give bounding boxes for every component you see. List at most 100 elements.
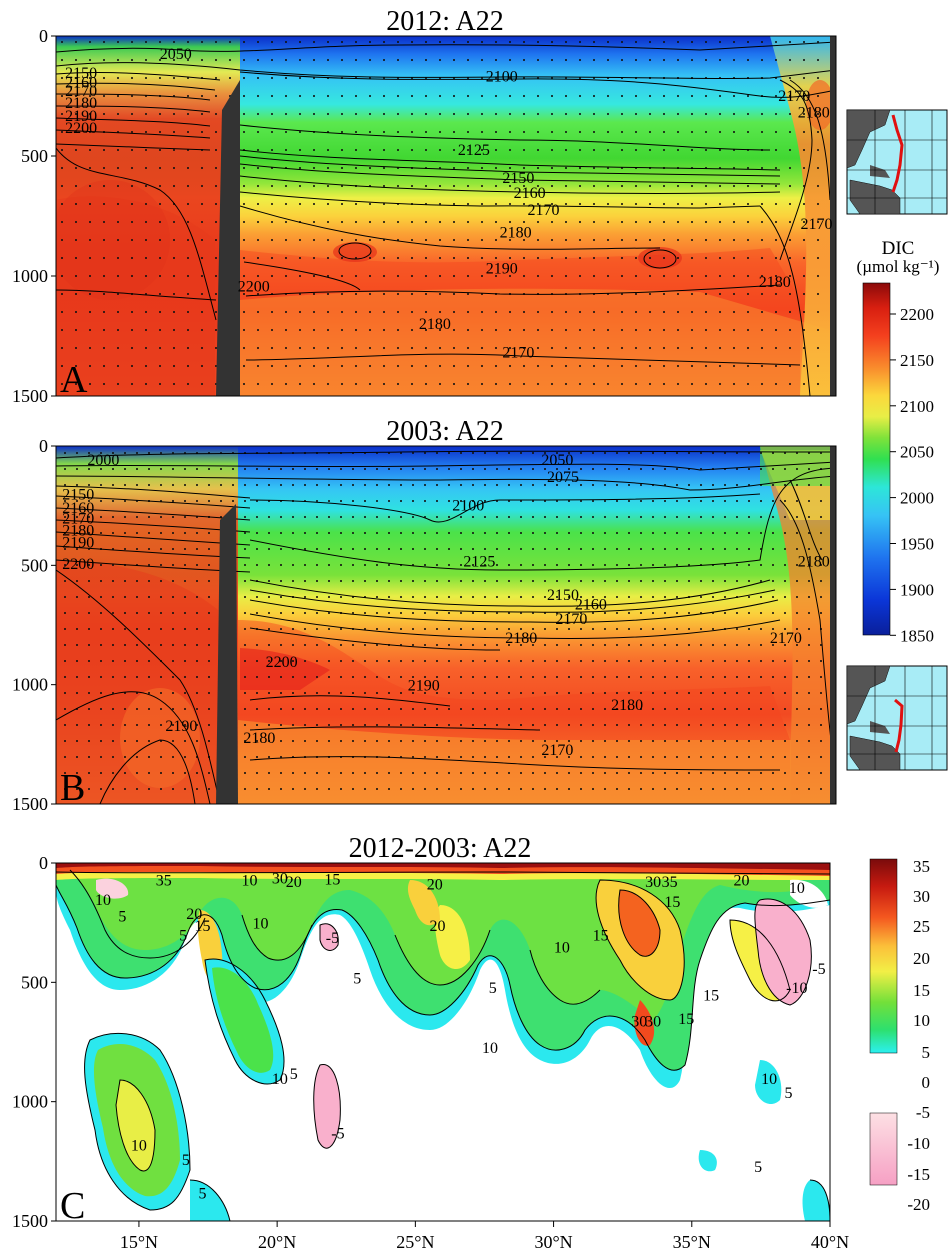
contour-label: 2180 [500,225,532,242]
contour-label: 2150 [547,587,579,604]
contour-label: 10 [242,873,258,890]
contour-label: 15 [703,987,719,1004]
contour-label: 2200 [238,279,270,296]
contour-label: 2190 [65,108,97,125]
colorbar-dic-title: DIC [882,238,915,259]
panel-c: 2012-2003: A22 [12,833,849,1252]
contour-label: 2150 [62,487,94,504]
contour-label: 2125 [463,554,495,571]
contour-label: 5 [199,1185,207,1202]
contour-label: 2170 [541,742,573,759]
contour-label: 2150 [502,170,534,187]
inset-map-2012 [846,109,948,215]
colorbar-tick-label: 2200 [900,305,934,324]
contour-label: 30 [272,870,288,887]
colorbar-tick-label: -20 [907,1195,930,1214]
colorbar-tick-label: 1900 [900,580,934,599]
x-tick-label: 40°N [811,1232,849,1252]
contour-label: 10 [95,892,111,909]
contour-label: 15 [593,928,609,945]
contour-label: 2050 [160,46,192,63]
contour-label: 5 [353,971,361,988]
contour-label: 2190 [408,678,440,695]
colorbar-tick-label: 2100 [900,397,934,416]
contour-label: 10 [482,1040,498,1057]
contour-label: 2170 [778,88,810,105]
panel-b-title: 2003: A22 [386,416,503,447]
panel-b-seamount [216,504,238,804]
contour-label: 20 [286,874,302,891]
contour-label: 2180 [798,105,830,122]
contour-label: 30 [631,1014,647,1031]
contour-label: 2200 [62,556,94,573]
contour-label: 2075 [547,469,579,486]
contour-label: 2100 [486,69,518,86]
y-tick-label: 1500 [12,386,48,406]
contour-label: -10 [786,980,807,997]
contour-label: 2050 [541,452,573,469]
contour-label: 15 [664,894,680,911]
contour-label: 5 [754,1159,762,1176]
panel-b: 2003: A22 [12,416,837,814]
contour-label: 2170 [502,345,534,362]
contour-label: 2180 [611,697,643,714]
colorbar-tick-label: 35 [913,857,930,876]
contour-label: 5 [290,1066,298,1083]
colorbar-tick-label: 30 [913,887,930,906]
inset-map-2003 [846,665,948,771]
panel-b-y-axis: 0 500 1000 1500 [12,436,56,814]
contour-label: 2160 [65,75,97,92]
contour-label: 20 [734,873,750,890]
contour-label: 2190 [165,718,197,735]
contour-label: 5 [785,1085,793,1102]
panel-a: 2012: A22 [12,6,837,406]
y-tick-label: 500 [21,972,48,992]
panel-a-letter: A [60,359,88,401]
panel-c-x-axis: 15°N 20°N 25°N 30°N 35°N 40°N [120,1221,849,1252]
y-tick-label: 500 [21,555,48,575]
contour-label: 20 [186,906,202,923]
contour-label: -5 [812,961,825,978]
y-tick-label: 1000 [12,1092,48,1112]
contour-label: 5 [489,980,497,997]
contour-label: 2190 [62,534,94,551]
colorbar-tick-label: 2150 [900,351,934,370]
colorbar-tick-label: -15 [907,1165,930,1184]
panel-c-y-axis: 0 500 1000 1500 [12,853,56,1231]
colorbar-tick-label: 15 [913,981,930,1000]
colorbar-dic-units: (µmol kg⁻¹) [857,257,940,276]
contour-label: 2180 [419,316,451,333]
contour-label: 10 [761,1071,777,1088]
contour-label: 15 [678,1011,694,1028]
contour-label: 2170 [62,511,94,528]
contour-label: 2190 [486,261,518,278]
contour-label: 2160 [514,185,546,202]
contour-label: 15 [195,918,211,935]
contour-label: 2170 [65,83,97,100]
y-tick-label: 0 [39,26,48,46]
contour-label: 2200 [266,654,298,671]
contour-label: 2170 [528,202,560,219]
contour-label: 15 [324,872,340,889]
contour-label: 2170 [770,630,802,647]
colorbar-diff: 35 30 25 20 15 10 5 0 -5 -10 -15 -20 [869,857,930,1214]
contour-label: 5 [182,1152,190,1169]
y-tick-label: 1000 [12,266,48,286]
contour-label: 2100 [452,497,484,514]
colorbar-tick-label: 2000 [900,489,934,508]
contour-label: 10 [554,940,570,957]
contour-label: 20 [429,918,445,935]
x-tick-label: 35°N [673,1232,711,1252]
contour-label: 10 [789,880,805,897]
contour-label: 2125 [458,142,490,159]
panel-b-contour-labels: 2000 205020752100212521502160217021802190… [62,452,829,759]
colorbar-dic: DIC (µmol kg⁻¹) 2200 2150 2100 2050 2000 1950… [857,238,940,645]
contour-label: 35 [662,874,678,891]
panel-a-y-axis: 0 500 1000 1500 [12,26,56,406]
y-tick-label: 0 [39,436,48,456]
colorbar-tick-label: 25 [913,917,930,936]
y-tick-label: 1500 [12,1211,48,1231]
contour-label: -5 [326,930,339,947]
